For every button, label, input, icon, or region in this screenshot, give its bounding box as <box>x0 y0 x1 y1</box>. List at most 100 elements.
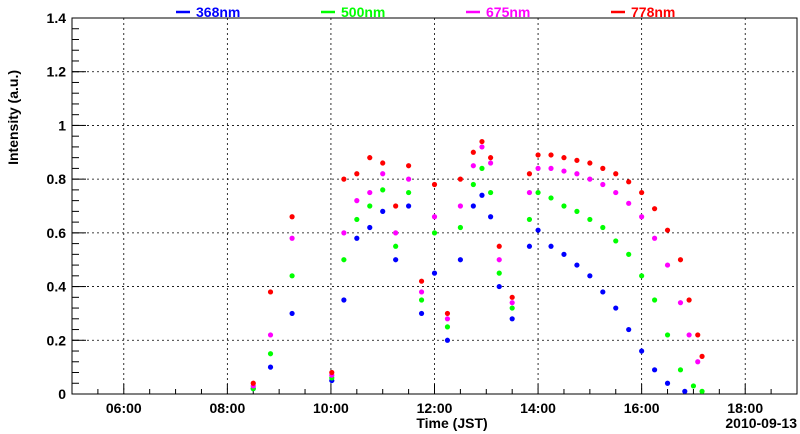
y-tick-label: 0.8 <box>47 171 67 187</box>
data-point <box>695 332 701 338</box>
data-point <box>289 273 295 279</box>
data-point <box>380 171 386 177</box>
y-tick-label: 0.6 <box>47 225 67 241</box>
data-point <box>587 160 593 166</box>
y-tick-label: 0.2 <box>47 332 67 348</box>
data-point <box>677 367 684 373</box>
data-point <box>444 324 451 330</box>
data-point <box>574 262 580 268</box>
data-point <box>479 165 485 171</box>
data-point <box>289 310 295 317</box>
x-tick-label: 12:00 <box>417 400 453 416</box>
data-point <box>526 216 533 223</box>
data-point <box>418 278 425 284</box>
y-tick-label: 1 <box>58 117 66 133</box>
data-point <box>406 176 412 182</box>
data-point <box>470 203 476 209</box>
data-point <box>561 251 567 257</box>
data-point <box>496 243 502 249</box>
data-point <box>574 171 580 177</box>
data-point <box>289 214 295 220</box>
data-point <box>600 224 606 231</box>
data-point <box>613 171 619 177</box>
data-point <box>677 257 684 263</box>
data-point <box>664 380 671 386</box>
data-point <box>626 326 632 333</box>
data-point <box>380 187 386 193</box>
data-point <box>444 316 451 322</box>
data-point <box>444 337 451 343</box>
x-tick-label: 10:00 <box>313 400 349 416</box>
data-point <box>600 181 606 188</box>
data-point <box>695 359 701 365</box>
data-point <box>548 243 554 249</box>
data-point <box>289 235 295 241</box>
x-tick-label: 18:00 <box>727 400 763 416</box>
data-point <box>686 297 692 303</box>
data-point <box>267 351 274 357</box>
data-point <box>587 176 593 182</box>
data-point <box>470 163 476 169</box>
data-point <box>470 149 476 155</box>
y-tick-label: 1.4 <box>47 10 67 26</box>
series-675nm <box>250 144 701 389</box>
data-point <box>418 289 425 295</box>
data-point <box>341 257 347 263</box>
data-point <box>496 283 502 290</box>
data-point <box>548 165 554 171</box>
legend-label: 368nm <box>196 4 240 20</box>
x-axis-title: Time (JST) <box>416 415 487 431</box>
data-point <box>418 310 425 317</box>
data-point <box>664 262 671 268</box>
y-axis-title: Intensity (a.u.) <box>5 70 21 165</box>
data-point <box>561 203 567 209</box>
data-point <box>548 152 554 158</box>
data-point <box>479 192 485 198</box>
data-point <box>367 155 373 161</box>
data-point <box>526 171 533 177</box>
data-point <box>393 257 399 263</box>
data-point <box>267 289 274 295</box>
data-point <box>639 348 645 354</box>
data-point <box>354 198 360 204</box>
legend-label: 675nm <box>486 4 530 20</box>
x-tick-label: 06:00 <box>106 400 142 416</box>
data-point <box>457 176 463 182</box>
data-point <box>393 203 399 209</box>
data-point <box>509 300 515 306</box>
data-point <box>267 364 274 370</box>
data-point <box>406 189 412 196</box>
legend-label: 778nm <box>631 4 675 20</box>
data-point <box>574 208 580 214</box>
data-point <box>479 138 485 145</box>
data-point <box>613 189 619 196</box>
data-point <box>535 227 541 233</box>
x-tick-label: 14:00 <box>520 400 556 416</box>
data-point <box>509 305 515 311</box>
data-point <box>690 383 697 389</box>
data-point <box>267 332 274 338</box>
data-point <box>535 189 541 196</box>
data-point <box>561 168 567 174</box>
data-point <box>250 380 256 386</box>
data-point <box>651 367 658 373</box>
y-tick-label: 0.4 <box>47 279 67 295</box>
data-point <box>457 203 463 209</box>
data-point <box>488 189 494 196</box>
data-point <box>380 160 386 166</box>
data-point <box>613 238 619 244</box>
data-point <box>393 243 399 249</box>
series-368nm <box>250 192 688 394</box>
data-point <box>639 273 645 279</box>
data-point <box>488 214 494 220</box>
data-point <box>367 224 373 231</box>
data-point <box>354 216 360 223</box>
series-500nm <box>250 165 705 394</box>
data-point <box>651 235 658 241</box>
date-label: 2010-09-13 <box>725 415 797 431</box>
data-point <box>406 203 412 209</box>
legend: 368nm 500nm 675nm 778nm <box>176 4 675 20</box>
data-point <box>393 230 399 236</box>
data-point <box>600 165 606 171</box>
